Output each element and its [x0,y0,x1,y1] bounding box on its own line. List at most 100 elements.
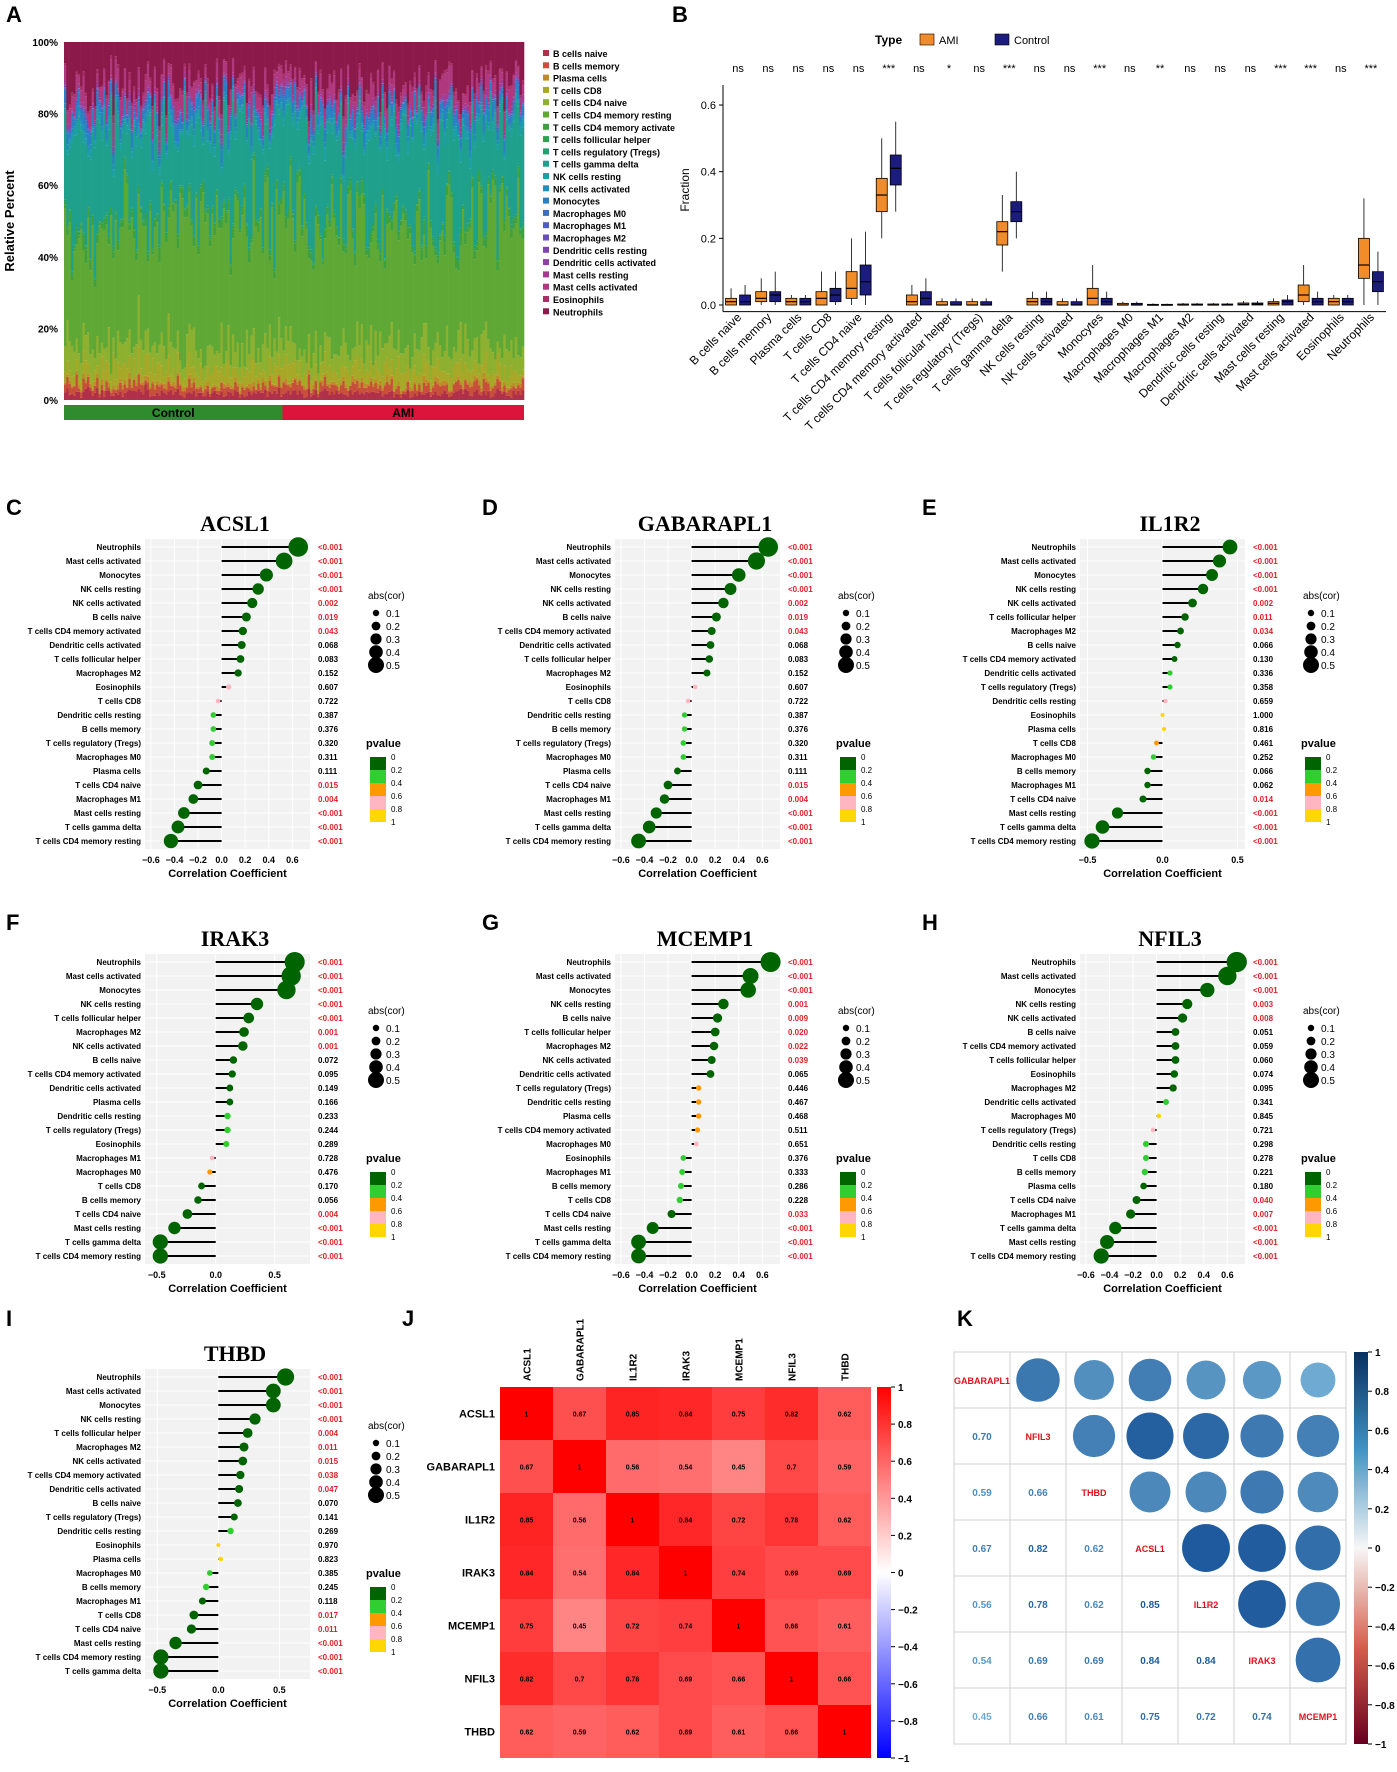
bar-segment [326,204,329,207]
bar-segment [372,81,375,86]
bar-segment [80,121,83,125]
bar-segment [77,231,81,233]
bar-segment [245,137,249,141]
bar-segment [162,97,166,104]
bar-segment [482,372,486,379]
bar-segment [87,146,90,152]
bar-segment [374,382,378,394]
bar-segment [243,186,246,198]
bar-segment [167,355,171,377]
bar-segment [114,81,118,83]
bar-segment [418,65,421,69]
bar-segment [321,98,325,101]
bar-segment [351,130,355,139]
bar-segment [429,365,433,381]
x-axis-label: Correlation Coefficient [168,868,287,880]
bar-segment [75,338,79,360]
bar-segment [119,124,122,126]
sample-bar [273,42,276,400]
bar-segment [507,216,511,352]
sample-bar [287,42,290,400]
bar-segment [231,79,235,87]
bar-segment [519,98,522,111]
bar-segment [254,393,258,400]
bar-segment [358,63,361,70]
bar-segment [225,351,228,364]
bar-segment [507,115,511,118]
bar-segment [137,194,141,296]
bar-segment [137,96,141,98]
bar-segment [204,67,207,76]
bar-segment [105,145,108,213]
bar-segment [360,177,364,179]
bar-segment [225,223,228,352]
bar-segment [386,133,389,135]
bar-segment [413,88,417,91]
bar-segment [328,337,332,366]
bar-segment [328,76,332,93]
bar-segment [160,390,164,400]
bar-segment [135,260,138,345]
bar-segment [103,218,106,221]
bar-segment [192,108,196,111]
bar-segment [225,212,228,214]
bar-segment [484,377,488,383]
bar-segment [188,97,191,101]
bar-segment [340,93,343,96]
bar-segment [363,382,366,388]
bar-segment [448,98,451,101]
bar-segment [149,97,152,110]
legend-label: Neutrophils [553,307,603,317]
bar-segment [328,122,332,220]
sample-bar [409,42,412,400]
bar-segment [275,72,279,78]
bar-segment [245,122,249,125]
bar-segment [222,100,226,200]
bar-segment [452,126,456,130]
group-label: AMI [392,406,414,420]
bar-segment [482,42,486,91]
bar-segment [179,112,182,113]
bar-segment [386,132,389,134]
sample-bar [379,42,382,400]
bar-segment [222,77,226,80]
bar-segment [202,104,205,120]
bar-segment [176,111,180,116]
bar-segment [116,64,120,70]
bar-segment [494,185,497,360]
bar-segment [64,65,67,81]
bar-segment [517,390,520,400]
bar-segment [330,110,334,119]
bar-segment [411,42,414,87]
bar-segment [282,111,286,118]
sample-bar [114,42,118,400]
bar-segment [213,144,217,148]
bar-segment [277,95,281,99]
bar-segment [478,173,481,183]
bar-segment [429,396,433,400]
row-label: NK cells activated [73,599,142,608]
bar-segment [208,98,212,103]
bar-segment [369,381,373,393]
bar-segment [167,97,171,101]
bar-segment [432,394,435,400]
bar-segment [310,111,313,114]
bar-segment [93,281,97,288]
plot-background [145,539,310,849]
bar-segment [323,127,327,129]
bar-segment [75,391,79,400]
bar-segment [464,107,467,109]
bar-segment [330,99,334,104]
bar-segment [427,92,430,94]
bar-segment [93,125,97,127]
bar-segment [376,117,380,127]
bar-segment [149,352,152,373]
bar-segment [321,259,325,262]
bar-segment [455,351,458,363]
bar-segment [303,385,306,390]
bar-segment [73,42,76,95]
legend-swatch [543,185,549,192]
bar-segment [172,203,175,212]
bar-segment [296,170,299,172]
legend-size-label: 0.3 [386,635,400,646]
